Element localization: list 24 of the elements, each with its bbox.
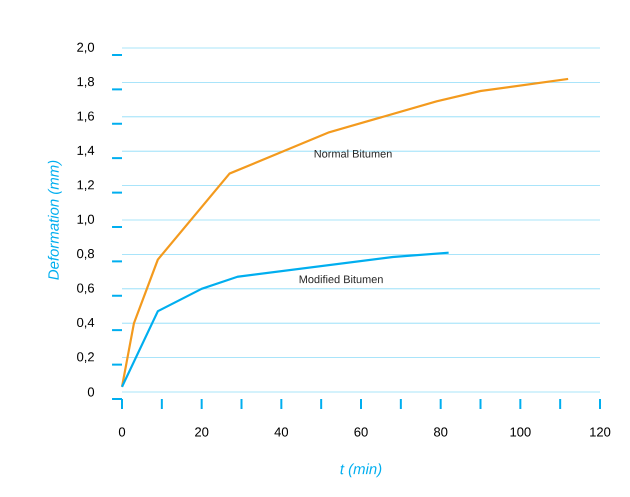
- y-tick-label: 1,2: [78, 180, 94, 191]
- x-tick-label: 60: [354, 427, 368, 437]
- x-axis-title: t (min): [340, 463, 382, 478]
- x-tick-label: 100: [510, 427, 531, 437]
- x-tick-label: 40: [274, 427, 288, 437]
- line-series: [120, 252, 450, 388]
- y-tick-label: 1,8: [78, 77, 94, 88]
- y-tick-label: 0,8: [77, 249, 94, 260]
- series-label: Modified Bitumen: [300, 275, 383, 284]
- x-tick-label: 120: [590, 427, 610, 437]
- x-tick-label: 20: [195, 427, 208, 437]
- y-tick-label: 2,0: [77, 42, 94, 54]
- series-label: Normal Bitumen: [314, 150, 392, 158]
- y-tick-label: 1,6: [78, 111, 94, 122]
- x-tick-label: 0: [118, 427, 126, 437]
- y-tick-label: 0,4: [77, 318, 94, 329]
- y-tick-label: 1,0: [78, 214, 94, 226]
- y-tick-label: 0: [88, 387, 94, 397]
- y-tick-label: 0,2: [77, 352, 94, 363]
- line-series: [120, 78, 570, 388]
- y-tick-label: 1,4: [78, 146, 94, 156]
- y-axis-title: Deformation (mm): [48, 160, 62, 280]
- x-tick-label: 80: [434, 427, 448, 437]
- y-tick-label: 0,6: [77, 283, 94, 294]
